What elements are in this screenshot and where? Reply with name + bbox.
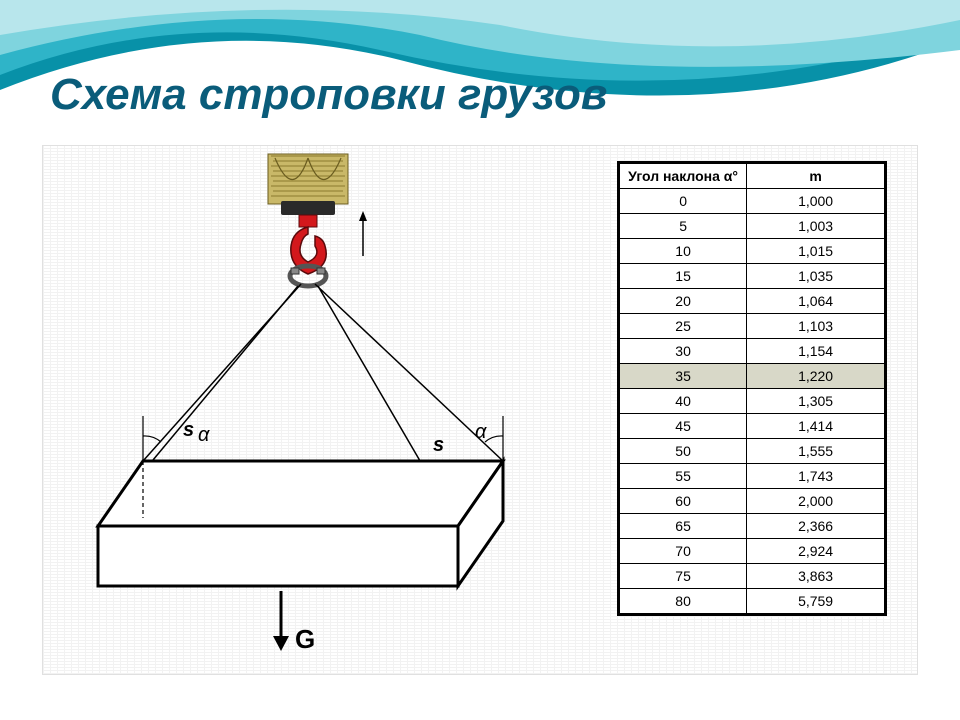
table-cell-m: 1,035 [747,264,885,289]
table-row: 753,863 [620,564,885,589]
pulley-icon [268,154,348,215]
table-cell-m: 1,103 [747,314,885,339]
table-cell-angle: 0 [620,189,747,214]
table-cell-angle: 10 [620,239,747,264]
table-cell-angle: 35 [620,364,747,389]
table-cell-angle: 5 [620,214,747,239]
table-cell-m: 1,154 [747,339,885,364]
table-cell-m: 1,220 [747,364,885,389]
table-cell-m: 2,366 [747,514,885,539]
table-row: 101,015 [620,239,885,264]
table-cell-angle: 70 [620,539,747,564]
table-cell-m: 1,414 [747,414,885,439]
table-cell-angle: 20 [620,289,747,314]
table-cell-angle: 15 [620,264,747,289]
table-cell-m: 1,000 [747,189,885,214]
table-row: 451,414 [620,414,885,439]
table-cell-angle: 45 [620,414,747,439]
table-cell-m: 1,743 [747,464,885,489]
table-cell-angle: 80 [620,589,747,614]
coefficient-table: Угол наклона α° m 01,00051,003101,015151… [617,161,887,616]
table-cell-angle: 75 [620,564,747,589]
up-arrow-icon [359,211,367,256]
table-row: 551,743 [620,464,885,489]
table-cell-angle: 65 [620,514,747,539]
table-cell-m: 1,015 [747,239,885,264]
table-row: 602,000 [620,489,885,514]
svg-text:α: α [198,424,210,446]
table-row: 501,555 [620,439,885,464]
page-title: Схема строповки грузов [50,70,608,120]
weight-arrow: G [273,591,315,654]
table-row: 201,064 [620,289,885,314]
table-row: 652,366 [620,514,885,539]
content-panel: s s s s α α α α [42,145,918,675]
table-cell-m: 1,305 [747,389,885,414]
table-cell-m: 1,064 [747,289,885,314]
table-cell-m: 1,003 [747,214,885,239]
table-row: 251,103 [620,314,885,339]
table-cell-m: 5,759 [747,589,885,614]
table-cell-angle: 55 [620,464,747,489]
table-row: 805,759 [620,589,885,614]
table-cell-m: 3,863 [747,564,885,589]
svg-text:G: G [295,624,315,654]
table-cell-m: 1,555 [747,439,885,464]
table-cell-angle: 60 [620,489,747,514]
table-row: 301,154 [620,339,885,364]
svg-text:α: α [475,421,487,443]
table-header-angle: Угол наклона α° [620,164,747,189]
table-cell-angle: 50 [620,439,747,464]
load-block [98,461,503,586]
table-cell-angle: 25 [620,314,747,339]
table-row: 151,035 [620,264,885,289]
table-cell-m: 2,000 [747,489,885,514]
table-row: 351,220 [620,364,885,389]
svg-text:s: s [433,434,444,456]
table-row: 401,305 [620,389,885,414]
table-row: 51,003 [620,214,885,239]
table-cell-m: 2,924 [747,539,885,564]
table-cell-angle: 30 [620,339,747,364]
svg-text:s: s [183,419,194,441]
table-row: 01,000 [620,189,885,214]
slinging-diagram: s s s s α α α α [43,146,603,676]
table-header-m: m [747,164,885,189]
table-row: 702,924 [620,539,885,564]
table-cell-angle: 40 [620,389,747,414]
